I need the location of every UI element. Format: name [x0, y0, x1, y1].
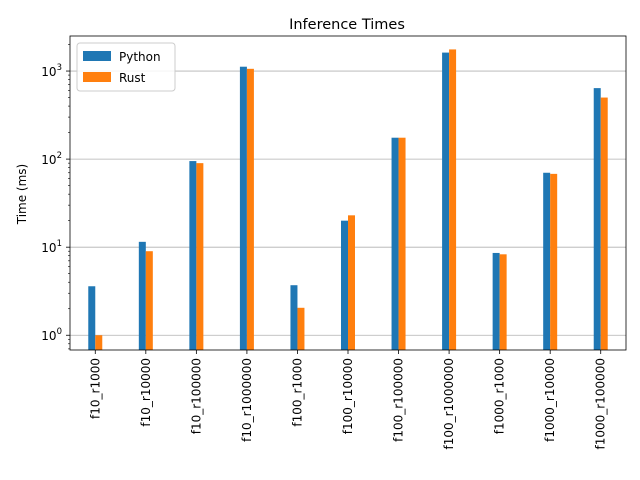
- x-tick-label: f1000_r100000: [594, 358, 608, 450]
- x-tick-label: f100_r1000000: [442, 358, 456, 450]
- bar-rust-f10_r10000: [145, 251, 153, 350]
- bar-rust-f100_r100000: [398, 137, 406, 350]
- bar-rust-f1000_r10000: [550, 173, 558, 350]
- bar-python-f10_r10000: [138, 241, 146, 350]
- y-tick-label: 103: [41, 63, 62, 79]
- bar-python-f100_r1000000: [442, 52, 450, 351]
- ticks: 100 101 102 103 f10_r1000 f10_r10000 f10_r1000…: [41, 44, 608, 450]
- legend-label-rust: Rust: [119, 71, 146, 85]
- legend-swatch-python: [83, 51, 111, 61]
- bar-rust-f100_r1000000: [449, 49, 457, 351]
- bar-python-f1000_r100000: [593, 88, 601, 351]
- bar-python-f10_r1000: [88, 286, 96, 350]
- y-tick-label: 101: [41, 239, 62, 255]
- x-tick-label: f1000_r10000: [543, 358, 557, 442]
- y-axis-title: Time (ms): [15, 164, 29, 226]
- x-tick-label: f10_r1000: [88, 358, 102, 419]
- bar-rust-f100_r1000: [297, 307, 305, 350]
- bars: [88, 49, 608, 351]
- chart-title: Inference Times: [289, 17, 405, 33]
- bar-rust-f10_r1000: [95, 335, 103, 350]
- legend-swatch-rust: [83, 72, 111, 82]
- legend-label-python: Python: [119, 50, 161, 64]
- x-tick-label: f100_r10000: [341, 358, 355, 434]
- bar-python-f100_r100000: [391, 137, 399, 350]
- y-tick-label: 102: [41, 151, 62, 167]
- x-tick-label: f10_r10000: [139, 358, 153, 427]
- bar-rust-f1000_r1000: [499, 254, 507, 350]
- bar-rust-f1000_r100000: [600, 97, 608, 350]
- legend: Python Rust: [76, 42, 176, 92]
- bar-python-f100_r10000: [341, 220, 348, 350]
- bar-python-f1000_r10000: [543, 172, 551, 350]
- x-tick-label: f10_r100000: [189, 358, 203, 434]
- bar-rust-f10_r100000: [196, 163, 204, 350]
- bar-python-f10_r100000: [189, 161, 197, 350]
- y-tick-label: 100: [41, 327, 62, 343]
- x-tick-label: f100_r100000: [392, 358, 406, 442]
- x-tick-label: f10_r1000000: [240, 358, 254, 442]
- bar-python-f100_r1000: [290, 285, 298, 350]
- x-tick-label: f100_r1000: [290, 358, 304, 427]
- bar-rust-f10_r1000000: [246, 68, 254, 350]
- bar-python-f10_r1000000: [239, 66, 247, 350]
- x-tick-label: f1000_r1000: [493, 358, 507, 434]
- bar-rust-f100_r10000: [348, 215, 355, 350]
- bar-python-f1000_r1000: [492, 252, 500, 350]
